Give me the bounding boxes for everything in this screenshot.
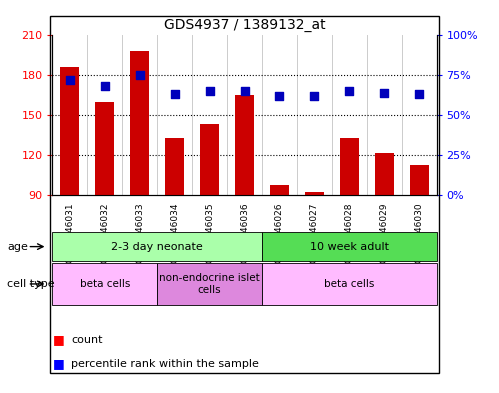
Point	[380, 90, 388, 96]
Bar	[410, 165, 429, 195]
Text: ■: ■	[52, 333, 64, 347]
Bar	[340, 138, 359, 195]
Text: beta cells: beta cells	[80, 279, 130, 289]
Point	[136, 72, 144, 78]
Bar	[235, 95, 254, 195]
Point	[275, 93, 283, 99]
Bar	[200, 124, 219, 195]
Point	[241, 88, 249, 94]
Point	[66, 77, 74, 83]
Bar	[60, 67, 79, 195]
Point	[206, 88, 214, 94]
Point	[415, 91, 423, 97]
Text: GDS4937 / 1389132_at: GDS4937 / 1389132_at	[164, 18, 325, 32]
Text: non-endocrine islet
cells: non-endocrine islet cells	[159, 273, 260, 295]
Text: 2-3 day neonate: 2-3 day neonate	[111, 242, 203, 252]
Bar	[375, 153, 394, 195]
Bar	[130, 51, 149, 195]
Bar	[165, 138, 184, 195]
Point	[345, 88, 353, 94]
Text: 10 week adult: 10 week adult	[310, 242, 389, 252]
Bar	[305, 192, 324, 195]
Text: beta cells: beta cells	[324, 279, 374, 289]
Text: ■: ■	[52, 357, 64, 370]
Text: percentile rank within the sample: percentile rank within the sample	[71, 358, 259, 369]
Text: count: count	[71, 335, 103, 345]
Bar	[95, 102, 114, 195]
Bar	[270, 185, 289, 195]
Text: cell type: cell type	[7, 279, 55, 289]
Text: age: age	[7, 242, 28, 252]
Point	[171, 91, 179, 97]
Point	[310, 93, 318, 99]
Point	[101, 83, 109, 90]
